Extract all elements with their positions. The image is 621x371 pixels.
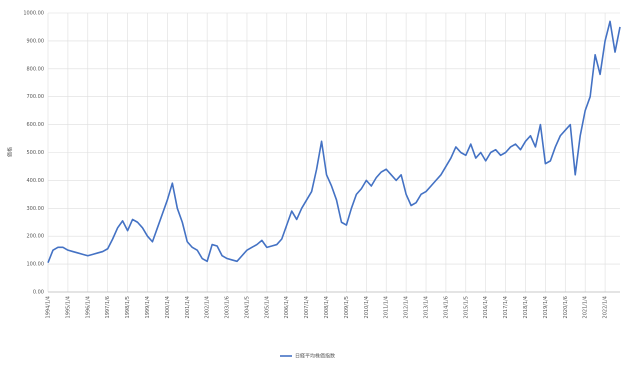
y-tick-label: 1000.00 xyxy=(23,11,44,17)
y-tick-label: 400.00 xyxy=(27,178,45,184)
x-tick-label: 1997/1/6 xyxy=(105,296,111,318)
x-tick-label: 2009/1/5 xyxy=(344,296,350,318)
x-tick-label: 2016/1/4 xyxy=(483,296,489,318)
y-tick-label: 200.00 xyxy=(27,234,45,240)
x-tick-label: 2007/1/4 xyxy=(304,296,310,318)
y-tick-label: 500.00 xyxy=(27,150,45,156)
x-tick-label: 2003/1/6 xyxy=(225,296,231,318)
x-tick-label: 2011/1/4 xyxy=(384,296,390,318)
x-tick-label: 2015/1/5 xyxy=(463,296,469,318)
y-tick-label: 300.00 xyxy=(27,206,45,212)
x-tick-label: 1995/1/4 xyxy=(65,296,71,318)
x-tick-label: 2008/1/4 xyxy=(324,296,330,318)
x-tick-label: 2017/1/4 xyxy=(503,296,509,318)
y-tick-label: 100.00 xyxy=(27,262,45,268)
x-tick-label: 2022/1/4 xyxy=(603,296,609,318)
y-tick-label: 600.00 xyxy=(27,122,45,128)
x-tick-label: 2010/1/4 xyxy=(364,296,370,318)
x-tick-label: 2004/1/5 xyxy=(244,296,250,318)
x-tick-label: 2019/1/4 xyxy=(543,296,549,318)
y-tick-label: 800.00 xyxy=(27,66,45,72)
x-tick-label: 2012/1/4 xyxy=(404,296,410,318)
line-series xyxy=(47,20,621,263)
x-tick-label: 2006/1/4 xyxy=(284,296,290,318)
x-tick-label: 2002/1/4 xyxy=(205,296,211,318)
y-tick-label: 900.00 xyxy=(27,38,45,44)
x-tick-label: 1998/1/5 xyxy=(125,296,131,318)
x-tick-label: 2005/1/4 xyxy=(264,296,270,318)
x-tick-label: 2013/1/4 xyxy=(424,296,430,318)
y-tick-label: 0.00 xyxy=(33,290,44,296)
y-tick-label: 700.00 xyxy=(27,94,45,100)
x-tick-label: 2018/1/4 xyxy=(523,296,529,318)
x-tick-label: 2000/1/4 xyxy=(165,296,171,318)
x-tick-label: 2020/1/6 xyxy=(563,296,569,318)
x-tick-label: 2014/1/6 xyxy=(443,296,449,318)
y-axis-label: 価格 xyxy=(7,147,14,157)
x-tick-label: 1999/1/4 xyxy=(145,296,151,318)
x-tick-label: 1996/1/4 xyxy=(85,296,91,318)
x-tick-label: 2021/1/4 xyxy=(583,296,589,318)
legend-label: 日経平均株価指数 xyxy=(295,353,335,360)
x-tick-label: 1994/1/4 xyxy=(46,296,52,318)
x-tick-label: 2001/1/4 xyxy=(185,296,191,318)
